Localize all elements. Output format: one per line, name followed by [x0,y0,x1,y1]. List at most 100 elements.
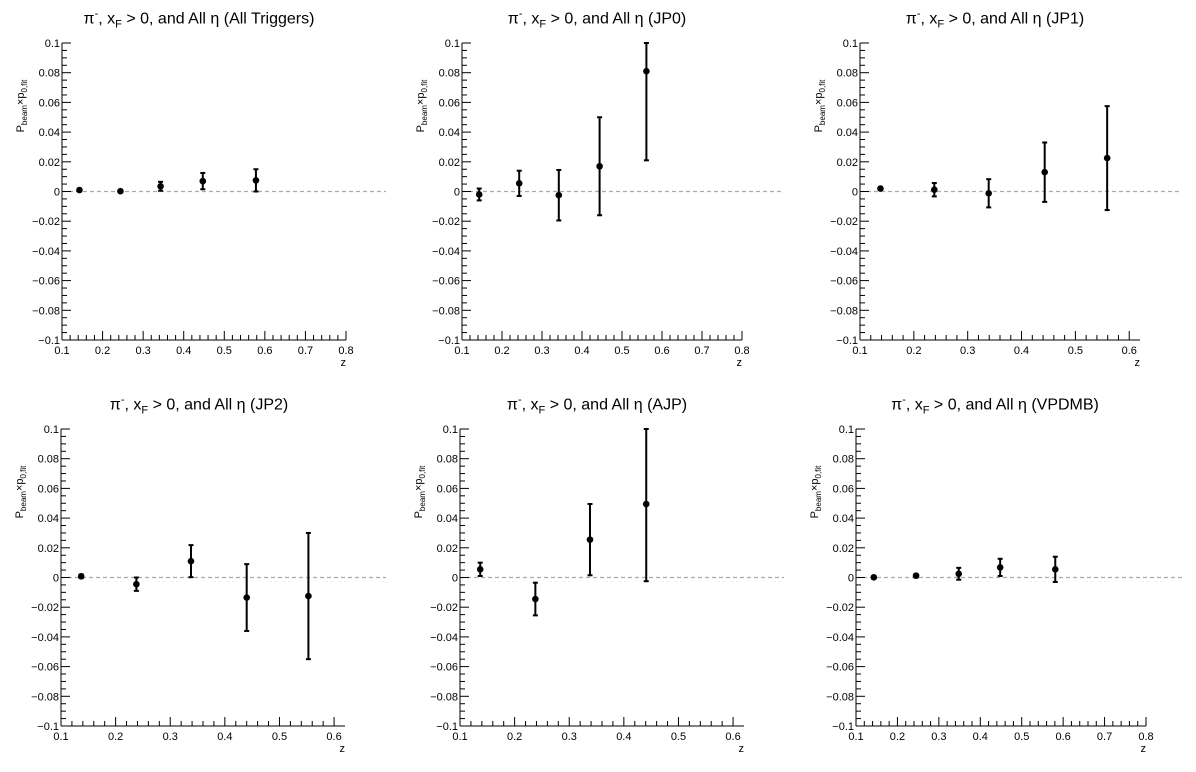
x-tick-label: 0.6 [654,345,669,357]
x-tick-label: 0.4 [574,345,589,357]
y-tick-label: 0.06 [38,483,59,495]
y-tick-label: 0.02 [833,543,854,555]
y-tick-label: 0.1 [45,38,60,50]
data-point [133,580,140,588]
data-point [596,162,603,170]
y-tick-label: 0 [852,187,858,199]
x-tick-label: 0.5 [1014,731,1029,743]
x-tick-label: 0.5 [1068,345,1083,357]
y-tick-label: 0.1 [843,38,858,50]
x-tick-label: 0.8 [1138,731,1153,743]
x-tick-label: 0.4 [973,731,988,743]
x-tick-label: 0.4 [217,731,232,743]
y-tick-label: −0.1 [438,335,460,347]
y-tick-label: −0.02 [32,216,60,228]
y-tick-label: −0.04 [31,632,59,644]
x-axis-label: z [1141,743,1147,755]
scatter-plot: −0.1 −0.08 −0.06 −0.04 −0.02 0 0.02 0.04 0.06 0.0… [413,424,784,755]
y-tick-label: 0.04 [439,127,460,139]
panel-title: π-, xF > 0, and All η (All Triggers) [83,8,315,31]
panel-title: π-, xF > 0, and All η (JP2) [109,394,289,417]
data-point [243,594,250,601]
x-tick-label: 0.7 [1097,731,1112,743]
y-tick-label: −0.02 [826,602,854,614]
data-point [931,186,938,194]
data-point [77,573,85,580]
y-tick-label: −0.06 [430,662,458,674]
y-axis-label: Pbeam×p0,fit [415,79,429,133]
y-tick-label: −0.08 [32,305,60,317]
data-point [157,183,164,190]
y-tick-label: 0.02 [437,543,458,555]
scatter-plot: −0.1 −0.08 −0.06 −0.04 −0.02 0 0.02 0.04 0.06 0.0… [15,38,386,369]
scatter-plot: −0.1 −0.08 −0.06 −0.04 −0.02 0 0.02 0.04 0.06 0.0… [813,38,1182,369]
panel-ajp: π-, xF > 0, and All η (AJP) −0.1 −0.08 −0.… [398,386,796,772]
y-tick-label: −0.06 [826,662,854,674]
data-point [476,566,484,573]
y-tick-label: 0.04 [837,127,858,139]
y-tick-label: 0.08 [833,454,854,466]
data-point [532,595,539,603]
y-tick-label: 0.02 [38,543,59,555]
data-point [877,185,884,192]
y-tick-label: −0.06 [830,276,858,288]
y-tick-label: 0 [452,573,458,585]
x-tick-label: 0.3 [931,731,946,743]
y-tick-label: 0 [848,573,854,585]
x-tick-label: 0.1 [53,731,68,743]
y-tick-label: −0.04 [430,632,458,644]
data-point [985,189,992,197]
scatter-plot: −0.1 −0.08 −0.06 −0.04 −0.02 0 0.02 0.04 0.06 0.0… [809,424,1182,755]
y-tick-label: 0.1 [443,424,458,436]
x-tick-label: 0.1 [452,731,467,743]
y-tick-label: 0.08 [837,68,858,80]
y-tick-label: 0.04 [38,513,59,525]
y-tick-label: 0.06 [837,97,858,109]
y-tick-label: 0.06 [439,97,460,109]
y-tick-label: −0.02 [31,602,59,614]
y-tick-label: 0.1 [839,424,854,436]
x-tick-label: 0.3 [135,345,150,357]
y-tick-label: −0.08 [830,305,858,317]
y-tick-label: −0.04 [32,246,60,258]
x-tick-label: 0.3 [562,731,577,743]
y-tick-label: −0.1 [832,721,854,733]
panel-jp0: π-, xF > 0, and All η (JP0) −0.1 −0.08 −0.… [398,0,796,386]
y-tick-label: 0.08 [39,68,60,80]
y-tick-label: 0 [54,187,60,199]
data-point [1103,154,1111,162]
y-tick-label: −0.02 [432,216,460,228]
y-tick-label: −0.08 [430,691,458,703]
y-tick-label: −0.1 [436,721,458,733]
panel-vpdmb: π-, xF > 0, and All η (VPDMB) −0.1 −0.08−… [796,386,1194,772]
y-axis-label: Pbeam×p0,fit [809,465,823,519]
x-axis-label: z [1135,357,1141,369]
y-axis-label: Pbeam×p0,fit [813,79,827,133]
y-tick-label: −0.06 [31,662,59,674]
data-point [475,191,483,198]
y-tick-label: 0.02 [837,157,858,169]
y-tick-label: 0.02 [39,157,60,169]
y-axis-label: Pbeam×p0,fit [14,465,28,519]
x-axis-label: z [340,743,346,755]
x-tick-label: 0.6 [326,731,341,743]
y-tick-label: −0.1 [38,335,60,347]
data-point [117,187,124,195]
x-tick-label: 0.7 [298,345,313,357]
x-tick-label: 0.5 [671,731,686,743]
data-point [187,557,195,565]
x-tick-label: 0.4 [176,345,191,357]
x-tick-label: 0.1 [852,345,867,357]
panel-title: π-, xF > 0, and All η (JP1) [905,8,1085,31]
y-tick-label: 0.1 [445,38,460,50]
x-tick-label: 0.7 [694,345,709,357]
data-point [996,564,1004,571]
panel-title: π-, xF > 0, and All η (JP0) [507,8,687,31]
x-tick-label: 0.6 [257,345,272,357]
data-point [555,191,563,199]
panel-all-triggers: π-, xF > 0, and All η (All Triggers) −0.… [0,0,398,386]
data-point [586,536,594,543]
scatter-plot: −0.1 −0.08 −0.06 −0.04 −0.02 0 0.02 0.04 0.06 0.0… [415,38,784,369]
x-tick-label: 0.3 [960,345,975,357]
